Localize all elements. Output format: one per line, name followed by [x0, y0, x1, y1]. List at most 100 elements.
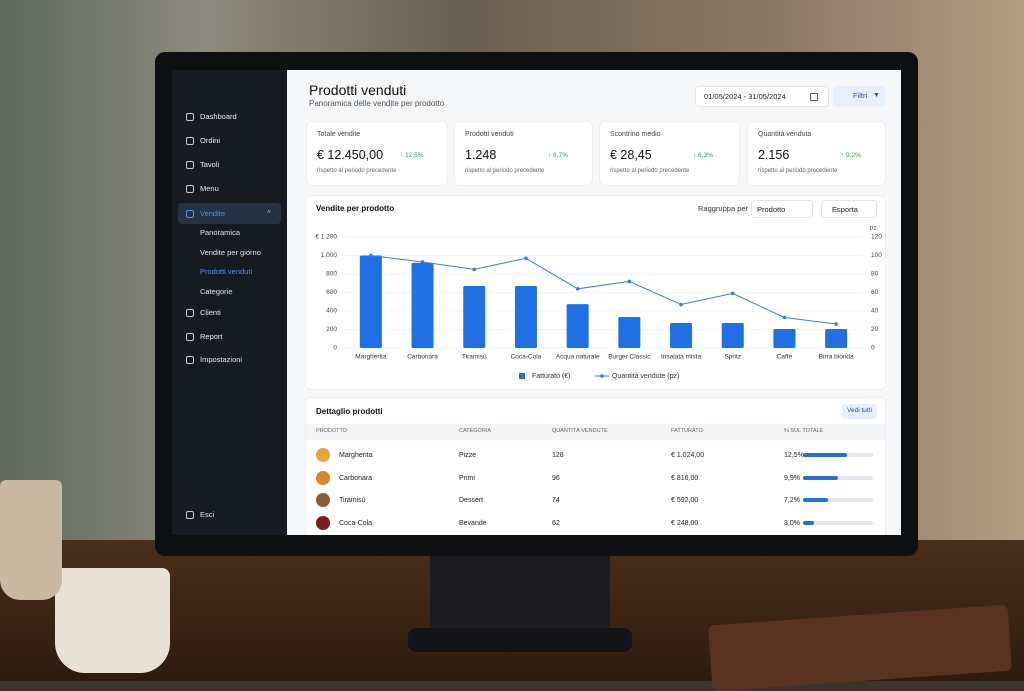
product-icon	[316, 515, 330, 530]
nav-active-bg[interactable]	[178, 203, 281, 224]
nav-item[interactable]: Clienti	[200, 308, 221, 317]
date-range: 01/05/2024 - 31/05/2024	[704, 92, 786, 101]
nav-item[interactable]: Dashboard	[200, 112, 237, 121]
table-cell: 74	[552, 497, 560, 504]
logout[interactable]: Esci	[200, 510, 215, 519]
point	[420, 260, 425, 264]
point	[472, 267, 477, 272]
mug	[55, 568, 170, 673]
column-header: % SUL TOTALE	[784, 428, 824, 434]
filter-button[interactable]: Filtri ▼	[833, 86, 885, 107]
bar	[670, 323, 693, 348]
sidebar: Dashboard Ordini Tavoli Menu ˄ Vendite Panoram…	[172, 70, 287, 535]
kpi-card: Totale vendite € 12.450,00 ↑ 12,5% rispetto…	[307, 122, 447, 185]
nav-icon	[186, 161, 194, 169]
group-value: Prodotto	[757, 205, 786, 214]
y-tick-label: 200	[326, 326, 337, 333]
kpi-note: rispetto al periodo precedente	[465, 168, 545, 174]
point	[834, 322, 838, 326]
subnav-item[interactable]: Panoramica	[200, 228, 241, 237]
y-tick-label: 0	[333, 345, 337, 352]
share-track	[803, 520, 873, 525]
point	[782, 315, 787, 320]
export-button[interactable]: Esporta	[821, 200, 877, 218]
column-header: QUANTITÀ VENDUTE	[552, 428, 608, 434]
table-cell: 7,2%	[784, 497, 800, 504]
y2-tick-label: 20	[871, 326, 879, 333]
table-card: Dettaglio prodotti Vedi tutti PRODOTTO CA…	[306, 398, 885, 535]
y2-tick-label: 40	[871, 308, 879, 315]
subnav-item[interactable]: Prodotti venduti	[200, 267, 253, 276]
point	[524, 256, 528, 261]
x-tick-label: Margherita	[355, 354, 386, 361]
chart-card: Vendite per prodotto Raggruppa per Prodo…	[306, 196, 885, 389]
kpi-change: ↑ 12,5%	[400, 152, 424, 159]
y2-tick-label: 120	[871, 234, 882, 241]
y-tick-label: 400	[326, 308, 337, 315]
kpi-label: Totale vendite	[317, 131, 361, 138]
y2-tick-label: 0	[871, 345, 875, 352]
nav-item[interactable]: Ordini	[200, 136, 221, 145]
subnav-item[interactable]: Categorie	[200, 286, 233, 296]
table-title: Dettaglio prodotti	[316, 407, 383, 416]
bar	[411, 262, 434, 348]
nav-icon	[186, 185, 194, 193]
legend-swatch	[519, 373, 525, 379]
x-tick-label: Tiramisù	[462, 354, 487, 361]
table-cell: 3,0%	[784, 519, 800, 527]
kpi-change: ↑ 8,7%	[548, 152, 568, 159]
point	[730, 291, 735, 296]
subnav-item[interactable]: Vendite per giorno	[200, 247, 261, 257]
column-header: PRODOTTO	[316, 428, 348, 434]
bar	[773, 329, 796, 348]
table-cell: 12,5%	[784, 452, 804, 459]
bar	[359, 255, 382, 348]
monitor-base	[408, 628, 632, 652]
share-track	[803, 498, 873, 502]
share-bar	[803, 498, 829, 502]
table-cell: Carbonara	[339, 474, 373, 482]
table-cell: Margherita	[339, 452, 373, 459]
x-tick-label: Carbonara	[407, 354, 438, 361]
table-cell: 96	[552, 474, 560, 482]
legend-swatch	[600, 374, 604, 378]
table-cell: € 1.024,00	[671, 452, 705, 459]
kpi-change: ↑ 6,3%	[693, 152, 713, 159]
view-all-button[interactable]: Vedi tutti	[842, 404, 877, 419]
bar	[825, 329, 848, 348]
table-cell: Tiramisù	[339, 497, 366, 504]
nav-item[interactable]: Vendite	[200, 209, 226, 218]
line	[370, 255, 837, 325]
nav-icon	[186, 511, 194, 519]
x-tick-label: Insalata mista	[661, 354, 701, 361]
bar	[463, 286, 486, 348]
point	[369, 253, 373, 258]
product-icon	[316, 448, 330, 462]
nav-caret: ˄	[267, 210, 271, 216]
group-select[interactable]: Prodotto	[751, 200, 813, 218]
filter-label: Filtri	[853, 91, 868, 100]
y2-tick-label: 60	[871, 289, 879, 296]
view-all-label: Vedi tutti	[847, 407, 872, 414]
bar	[566, 304, 589, 348]
nav-item[interactable]: Tavoli	[200, 160, 220, 169]
x-tick-label: Caffè	[777, 354, 793, 361]
nav-item[interactable]: Impostazioni	[200, 355, 243, 364]
table-cell: Bevande	[459, 519, 487, 527]
nav-item[interactable]: Report	[200, 331, 223, 341]
kpi-label: Scontrino medio	[610, 131, 661, 138]
nav-icon	[186, 210, 194, 218]
kpi-card: Prodotti venduti 1.248 ↑ 8,7% rispetto al p…	[455, 122, 592, 185]
nav-icon	[186, 332, 194, 341]
kpi-card: Quantità venduta 2.156 ↑ 9,2% rispetto al p…	[748, 122, 885, 185]
kpi-note: rispetto al periodo precedente	[317, 168, 397, 174]
nav-item[interactable]: Menu	[200, 184, 219, 193]
bar	[514, 286, 537, 348]
kpi-card: Scontrino medio € 28,45 ↑ 6,3% rispetto al …	[600, 122, 739, 185]
date-picker[interactable]: 01/05/2024 - 31/05/2024	[695, 86, 829, 107]
x-tick-label: Burger Classic	[608, 354, 651, 361]
y2-tick-label: 80	[871, 271, 879, 278]
bar	[618, 317, 641, 348]
legend-label: Fatturato (€)	[532, 373, 571, 380]
